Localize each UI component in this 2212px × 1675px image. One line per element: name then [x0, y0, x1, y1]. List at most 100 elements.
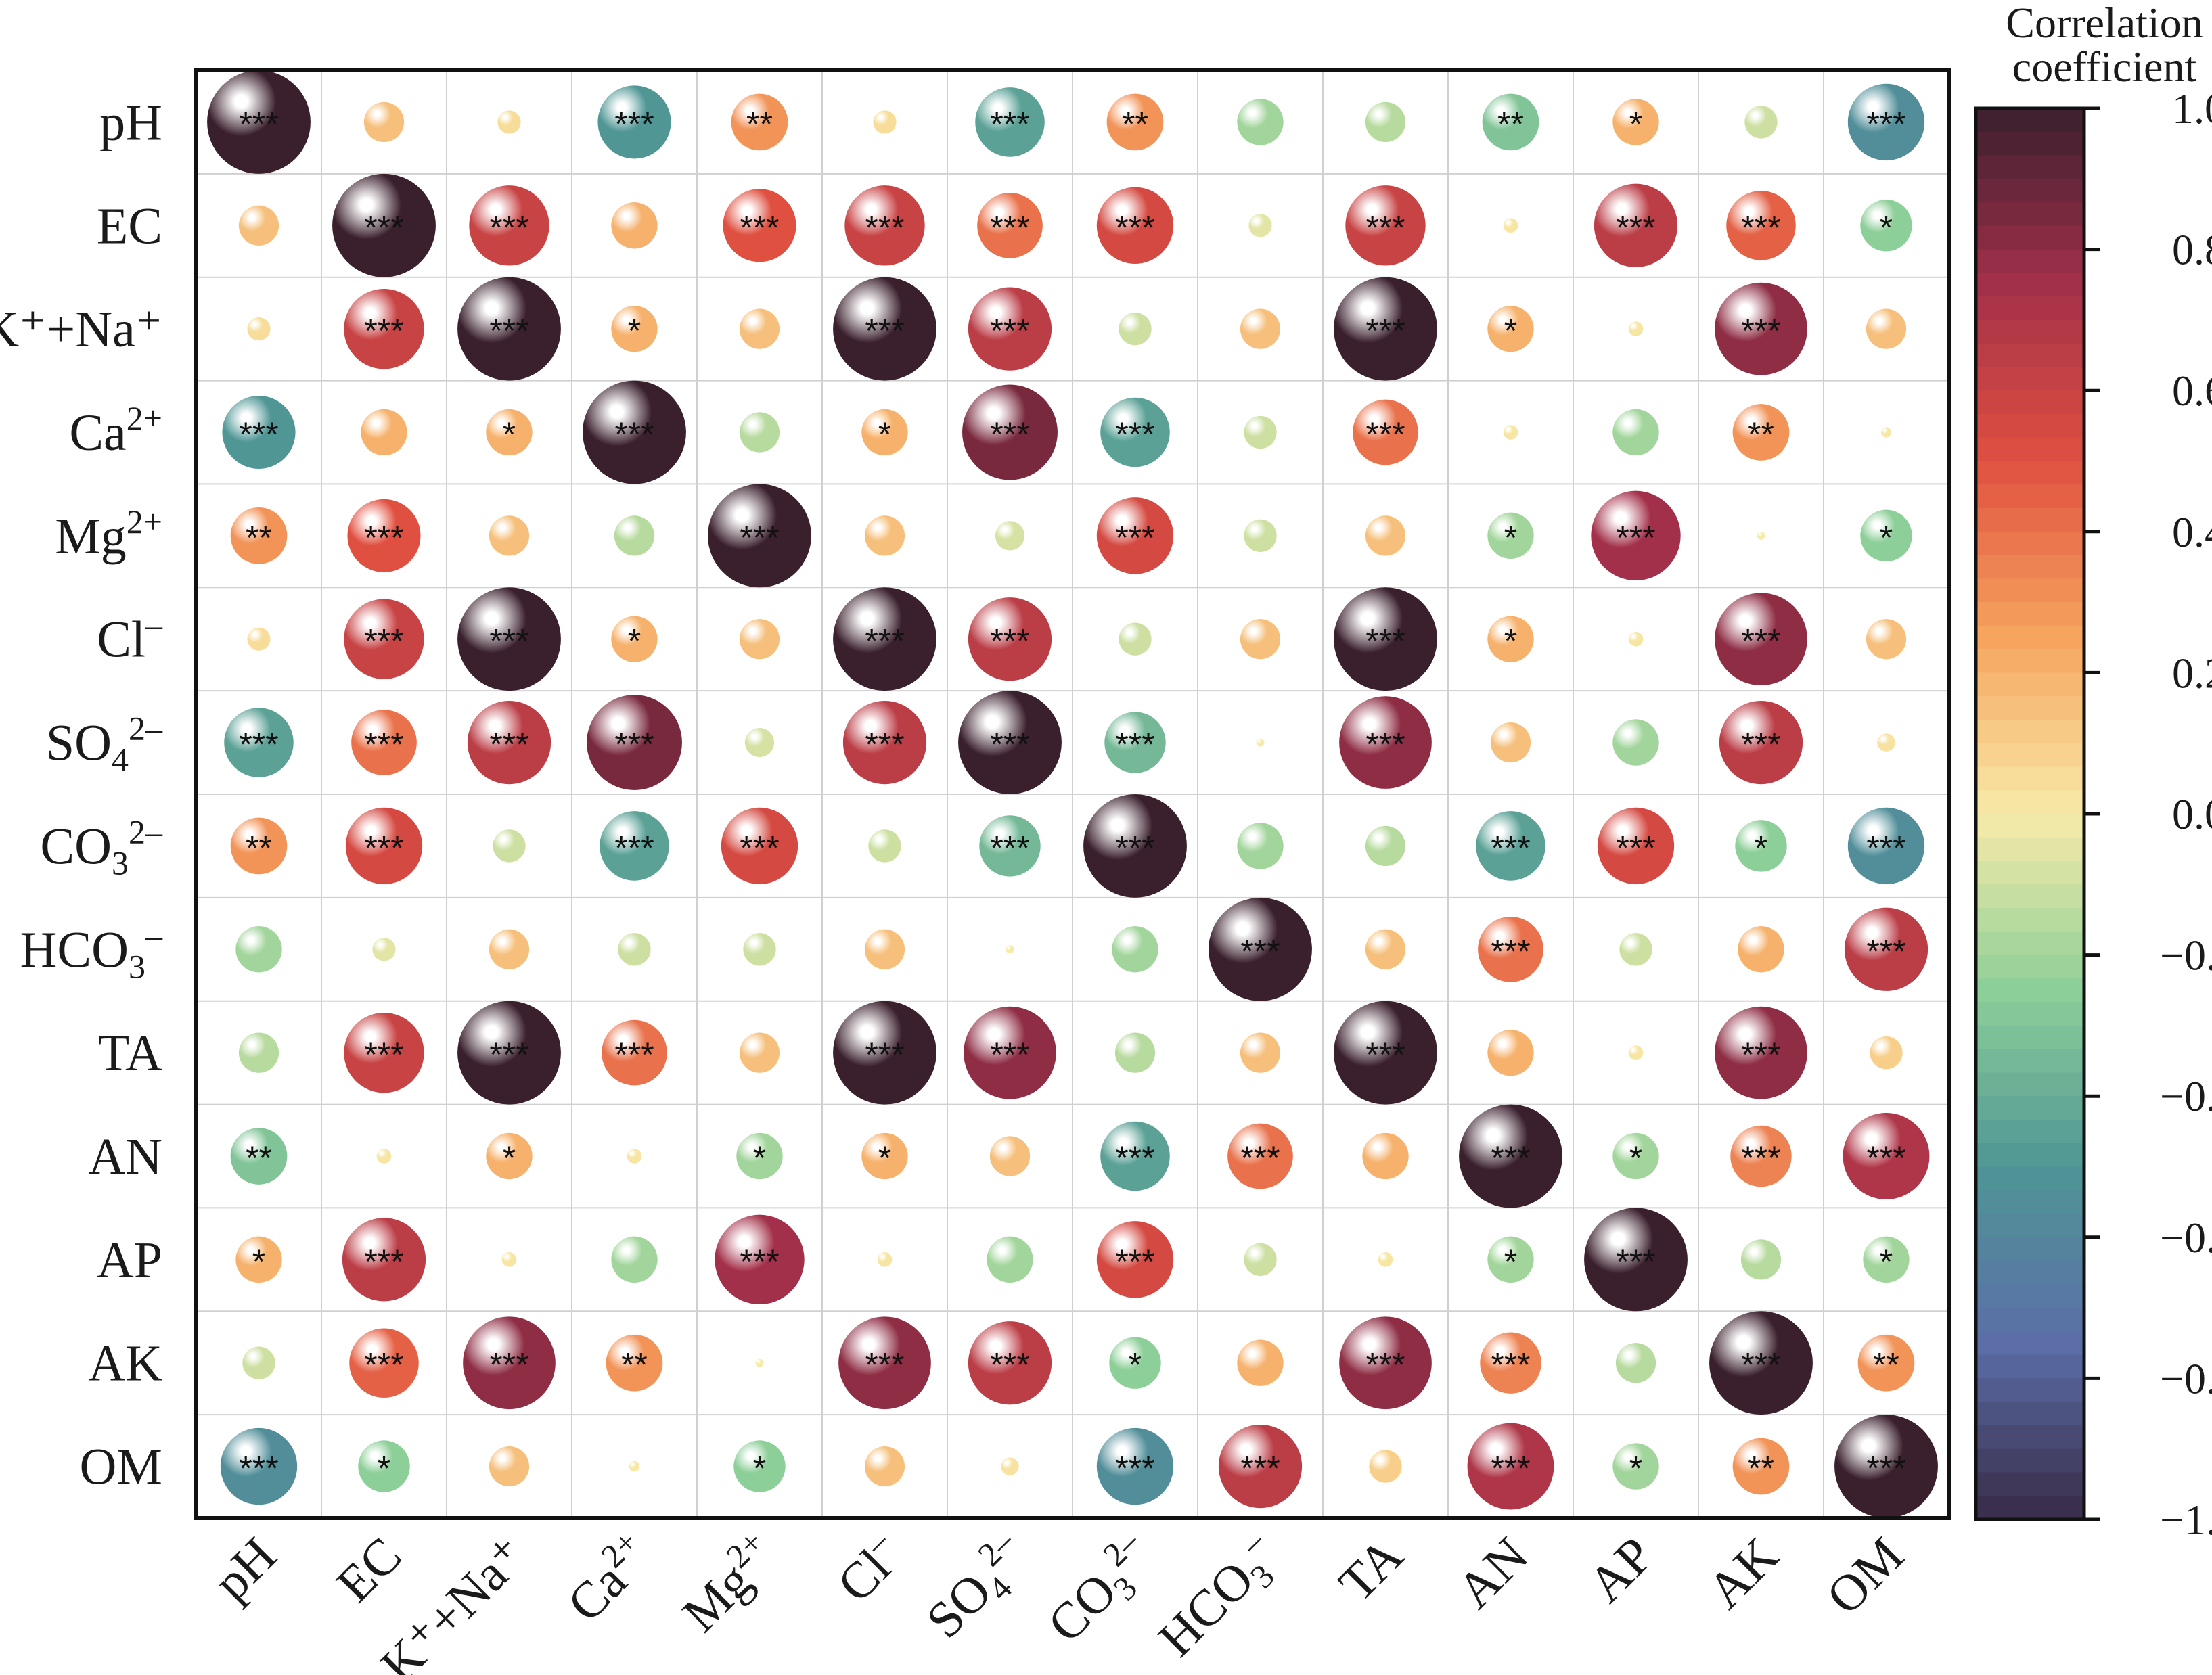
significance-ap-co32: ***: [1115, 1243, 1154, 1281]
bubble-om-ap: [1612, 1443, 1659, 1490]
significance-hco3-hco3: ***: [1240, 932, 1280, 970]
bubble-cl-cl: [833, 587, 936, 691]
significance-ph-so42: ***: [990, 105, 1029, 143]
significance-om-an: ***: [1491, 1450, 1530, 1488]
bubble-ta-ak: [1715, 1006, 1807, 1099]
colorbar-segment: [1976, 437, 2084, 462]
significance-ap-ph: *: [252, 1243, 265, 1281]
significance-co32-ca2: ***: [614, 829, 654, 867]
bubble-k-na-so42: [968, 287, 1052, 371]
significance-ec-so42: ***: [990, 208, 1029, 246]
significance-an-ak: ***: [1741, 1139, 1780, 1177]
significance-ph-mg2: **: [746, 105, 773, 143]
bubble-co32-ph: [230, 817, 288, 875]
colorbar-segment: [1976, 1378, 2084, 1403]
bubble-ca2-ak: [1732, 404, 1790, 461]
significance-ec-k-na: ***: [489, 208, 528, 246]
bubble-an-mg2: [736, 1132, 783, 1180]
bubble-hco3-cl: [864, 929, 905, 969]
axis-label-base: Mg: [55, 508, 127, 565]
bubble-mg2-ec: [347, 499, 421, 572]
significance-ph-ca2: ***: [614, 105, 654, 143]
bubble-so42-cl: [842, 700, 927, 785]
bubble-ta-k-na: [457, 1001, 561, 1105]
significance-an-cl: *: [878, 1139, 891, 1177]
significance-om-ak: **: [1748, 1450, 1774, 1488]
significance-k-na-an: *: [1504, 312, 1517, 350]
bubble-ph-k-na: [497, 110, 521, 134]
bubble-co32-so42: [979, 815, 1041, 877]
bubble-so42-ta: [1339, 696, 1432, 789]
bubble-ta-ta: [1334, 1001, 1437, 1105]
significance-ap-ec: ***: [364, 1243, 403, 1281]
bubble-ta-om: [1870, 1036, 1903, 1070]
bubble-ak-ap: [1615, 1343, 1656, 1383]
significance-co32-ap: ***: [1616, 829, 1655, 867]
significance-cl-cl: ***: [865, 622, 904, 660]
bubble-mg2-ca2: [614, 515, 655, 556]
bubble-ph-an: [1482, 93, 1539, 151]
axis-label-base: pH: [99, 94, 162, 151]
colorbar-tick-label: −0.6: [2160, 1214, 2212, 1262]
bubble-so42-an: [1490, 722, 1531, 763]
bubble-ca2-ca2: [583, 380, 686, 484]
bubble-an-ap: [1612, 1132, 1659, 1180]
colorbar-segment: [1976, 202, 2084, 227]
significance-ca2-k-na: *: [503, 415, 516, 453]
significance-ph-an: **: [1497, 105, 1524, 143]
bubble-ta-mg2: [739, 1032, 780, 1073]
significance-om-mg2: *: [753, 1450, 766, 1488]
bubble-om-k-na: [489, 1446, 530, 1487]
bubble-so42-hco3: [1256, 738, 1265, 747]
colorbar-segment: [1976, 1002, 2084, 1026]
significance-ec-om: *: [1880, 208, 1893, 246]
colorbar-segment: [1976, 837, 2084, 862]
colorbar-segment: [1976, 1448, 2084, 1473]
colorbar-segment: [1976, 602, 2084, 626]
colorbar-segment: [1976, 1331, 2084, 1356]
bubble-ak-co32: [1109, 1337, 1161, 1389]
bubble-cl-ap: [1628, 631, 1644, 647]
significance-an-k-na: *: [503, 1139, 516, 1177]
bubble-ta-so42: [964, 1006, 1056, 1099]
bubble-om-ta: [1369, 1450, 1402, 1483]
bubble-co32-k-na: [493, 829, 526, 863]
axis-label-base: AP: [97, 1232, 162, 1289]
bubble-ec-ca2: [611, 202, 658, 249]
axis-label-base: HCO: [20, 921, 129, 978]
bubble-om-om: [1834, 1415, 1938, 1519]
significance-ec-co32: ***: [1115, 208, 1154, 246]
colorbar-segment: [1976, 555, 2084, 580]
y-axis-labels: pHECK⁺+Na⁺Ca2+Mg2+Cl–SO42–CO32–HCO3–TAAN…: [0, 94, 163, 1495]
axis-label-base: OM: [80, 1439, 162, 1496]
bubble-cl-ak: [1715, 593, 1807, 686]
colorbar-segment: [1976, 1237, 2084, 1262]
significance-k-na-ec: ***: [364, 312, 403, 350]
significance-ap-mg2: ***: [740, 1243, 779, 1281]
bubble-om-so42: [1001, 1457, 1019, 1475]
colorbar-segment: [1976, 179, 2084, 204]
significance-ec-cl: ***: [865, 208, 904, 246]
significance-ph-ap: *: [1629, 105, 1642, 143]
bubble-so42-k-na: [467, 700, 551, 785]
bubble-ca2-om: [1880, 427, 1892, 438]
bubble-an-ta: [1362, 1132, 1409, 1180]
colorbar-segment: [1976, 743, 2084, 768]
significance-ta-cl: ***: [865, 1036, 904, 1074]
colorbar-segment: [1976, 1284, 2084, 1309]
significance-ak-ta: ***: [1365, 1346, 1405, 1384]
significance-cl-ec: ***: [364, 622, 403, 660]
bubble-ta-ph: [238, 1032, 279, 1073]
bubble-hco3-ak: [1738, 926, 1784, 973]
significance-ta-ca2: ***: [614, 1036, 654, 1074]
bubble-ec-ec: [332, 173, 436, 277]
bubble-cl-k-na: [457, 587, 561, 691]
significance-ca2-ph: ***: [239, 415, 278, 453]
significance-ak-k-na: ***: [489, 1346, 528, 1384]
bubble-hco3-mg2: [743, 933, 776, 966]
colorbar-segment: [1976, 672, 2084, 697]
bubble-co32-ca2: [600, 811, 669, 881]
colorbar-segment: [1976, 578, 2084, 603]
bubble-cl-hco3: [1240, 619, 1281, 660]
bubble-cl-so42: [968, 597, 1052, 681]
